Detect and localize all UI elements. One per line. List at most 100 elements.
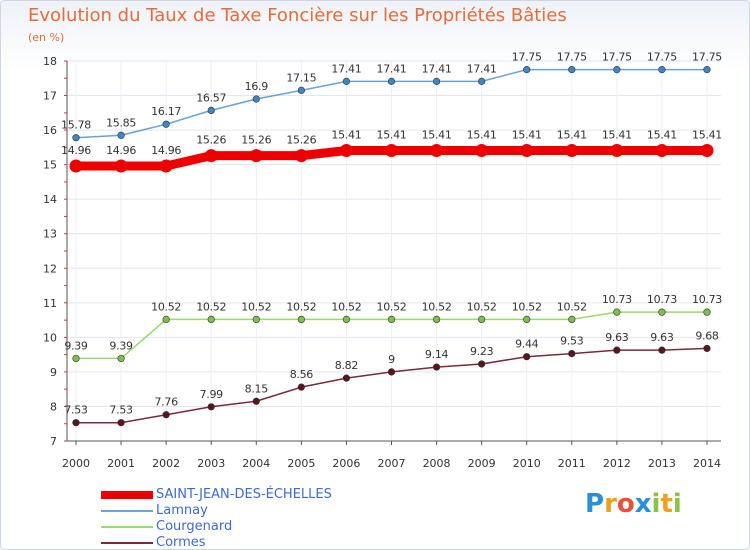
proxiti-logo: Proxiti <box>585 489 682 519</box>
data-label: 7.53 <box>64 404 88 417</box>
data-point <box>613 66 621 74</box>
data-label: 7.76 <box>154 396 178 409</box>
chart-legend: SAINT-JEAN-DES-ÉCHELLES Lamnay Courgenard C… <box>101 487 421 550</box>
data-label: 10.52 <box>422 300 452 313</box>
y-tick-label: 13 <box>43 228 57 241</box>
data-point <box>339 143 353 157</box>
legend-label: Cormes <box>156 535 206 550</box>
data-label: 17.15 <box>286 71 316 84</box>
data-label: 16.17 <box>151 105 181 118</box>
data-point <box>523 66 531 74</box>
legend-label: Courgenard <box>156 519 233 534</box>
data-point <box>432 363 441 371</box>
data-point <box>387 368 396 376</box>
y-tick-label: 16 <box>43 124 57 137</box>
data-label: 15.41 <box>467 128 497 141</box>
data-label: 17.75 <box>692 51 722 64</box>
x-tick-label: 2006 <box>332 457 360 470</box>
data-label: 15.41 <box>422 128 452 141</box>
data-label: 15.41 <box>557 128 587 141</box>
data-label: 15.41 <box>602 128 632 141</box>
data-label: 15.78 <box>61 119 91 132</box>
data-point <box>387 77 396 85</box>
data-label: 10.52 <box>467 300 497 313</box>
data-point <box>159 159 173 173</box>
data-label: 10.73 <box>602 293 632 306</box>
x-tick-label: 2011 <box>558 457 586 470</box>
data-point <box>613 346 621 354</box>
data-point <box>568 315 576 324</box>
data-point <box>162 315 170 324</box>
data-point <box>703 66 711 74</box>
data-label: 9.53 <box>560 335 584 348</box>
data-label: 15.85 <box>106 116 136 129</box>
data-label: 8.15 <box>245 382 269 395</box>
data-point <box>478 360 486 368</box>
data-point <box>162 120 170 128</box>
data-label: 16.57 <box>196 91 226 104</box>
data-point <box>72 354 80 363</box>
data-point <box>478 315 486 324</box>
data-label: 17.75 <box>512 51 542 64</box>
logo-letter: r <box>604 489 617 519</box>
data-point <box>700 143 714 157</box>
data-point <box>658 66 666 74</box>
logo-letter: i <box>672 489 682 519</box>
data-label: 8.56 <box>290 368 314 381</box>
data-point <box>430 143 444 157</box>
legend-item: Lamnay <box>101 503 421 519</box>
x-tick-label: 2002 <box>152 457 180 470</box>
data-label: 14.96 <box>61 144 91 157</box>
data-point <box>523 315 531 324</box>
legend-swatch <box>101 510 153 512</box>
data-point <box>207 106 215 114</box>
data-label: 10.52 <box>196 300 226 313</box>
y-tick-label: 10 <box>43 331 57 344</box>
x-tick-label: 2014 <box>693 457 721 470</box>
chart-subtitle: (en %) <box>28 31 65 44</box>
data-point <box>655 143 669 157</box>
y-tick-label: 12 <box>43 262 57 275</box>
data-point <box>342 77 351 85</box>
plot-area <box>67 61 721 441</box>
data-label: 14.96 <box>106 144 136 157</box>
data-point <box>207 403 215 411</box>
data-label: 9 <box>388 353 395 366</box>
x-tick-label: 2013 <box>648 457 676 470</box>
data-label: 15.41 <box>647 128 677 141</box>
data-point <box>703 308 711 316</box>
logo-letter: x <box>634 489 652 519</box>
data-point <box>252 397 260 405</box>
x-tick-label: 2000 <box>62 457 90 470</box>
data-point <box>252 315 260 324</box>
data-label: 9.39 <box>109 339 133 352</box>
data-point <box>117 354 125 363</box>
y-tick-label: 7 <box>50 435 57 448</box>
data-label: 10.52 <box>286 300 316 313</box>
x-tick-label: 2004 <box>242 457 270 470</box>
data-label: 17.75 <box>647 51 677 64</box>
data-label: 10.52 <box>377 300 407 313</box>
legend-label: SAINT-JEAN-DES-ÉCHELLES <box>156 487 332 502</box>
data-label: 10.52 <box>151 300 181 313</box>
data-point <box>432 315 441 324</box>
data-label: 9.14 <box>425 348 449 361</box>
data-label: 10.73 <box>647 293 677 306</box>
data-point <box>297 383 305 391</box>
data-point <box>72 419 80 427</box>
data-point <box>72 134 80 142</box>
data-label: 17.41 <box>377 62 407 75</box>
y-tick-label: 18 <box>43 55 57 68</box>
data-label: 10.52 <box>557 300 587 313</box>
data-label: 15.41 <box>331 128 361 141</box>
data-label: 10.52 <box>331 300 361 313</box>
data-label: 10.52 <box>512 300 542 313</box>
x-tick-label: 2007 <box>378 457 406 470</box>
data-point <box>252 95 260 103</box>
y-tick-label: 15 <box>43 159 57 172</box>
x-tick-label: 2001 <box>107 457 135 470</box>
x-tick-label: 2008 <box>423 457 451 470</box>
x-tick-label: 2010 <box>513 457 541 470</box>
data-point <box>342 374 351 382</box>
